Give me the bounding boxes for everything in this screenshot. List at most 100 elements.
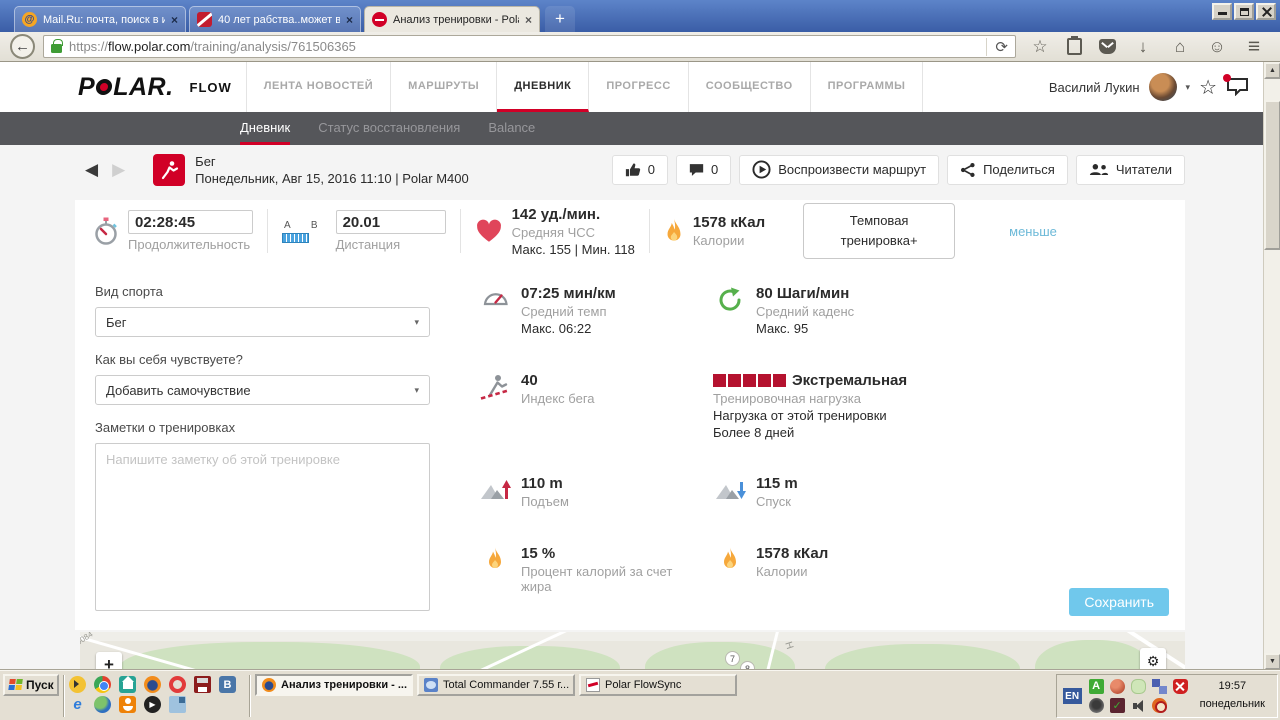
minimize-button[interactable] (1212, 3, 1232, 20)
tab-close-icon[interactable]: × (345, 12, 353, 27)
stopwatch-icon (95, 217, 117, 245)
vertical-scrollbar[interactable]: ▲ ▼ (1263, 62, 1280, 670)
reload-icon[interactable]: ⟳ (986, 37, 1008, 56)
route-map[interactable]: 110084 Н 7 8 + ⚙ (80, 632, 1185, 670)
writer-app-icon[interactable] (169, 696, 186, 713)
tray-antivirus-icon[interactable] (1151, 697, 1168, 713)
feedback-smiley-icon[interactable]: ☺ (1208, 36, 1226, 56)
readers-button[interactable]: Читатели (1075, 154, 1185, 185)
site-header: P LAR. FLOW ЛЕНТА НОВОСТЕЙ МАРШРУТЫ ДНЕВН… (0, 62, 1263, 112)
comments-button[interactable]: 0 (676, 154, 732, 185)
scroll-down-button[interactable]: ▼ (1264, 653, 1280, 670)
nav-routes[interactable]: МАРШРУТЫ (391, 62, 498, 112)
training-sport-title: Бег (195, 153, 216, 169)
home-icon[interactable]: ⌂ (1174, 36, 1186, 56)
scrollbar-thumb[interactable] (1264, 100, 1280, 250)
task-total-commander[interactable]: Total Commander 7.55 г... (417, 674, 575, 696)
share-button[interactable]: Поделиться (947, 154, 1068, 185)
close-button[interactable] (1256, 3, 1276, 20)
training-card: Продолжительность A B Дистанция (75, 200, 1185, 630)
task-polar-flowsync[interactable]: Polar FlowSync (579, 674, 737, 696)
start-button[interactable]: Пуск (3, 674, 59, 696)
tray-webcam-icon[interactable] (1088, 697, 1104, 713)
language-indicator[interactable]: EN (1062, 688, 1082, 704)
home-app-icon[interactable] (119, 676, 136, 693)
menu-icon[interactable]: ≡ (1247, 34, 1261, 58)
user-name[interactable]: Василий Лукин (1048, 79, 1140, 95)
odnoklassniki-icon[interactable] (119, 696, 136, 713)
tab-close-icon[interactable]: × (170, 12, 178, 27)
task-buttons: Анализ тренировки - ... Total Commander … (255, 674, 737, 720)
tray-volume-icon[interactable] (1131, 698, 1146, 713)
reading-list-icon[interactable] (1067, 36, 1082, 55)
lock-icon (51, 39, 63, 53)
restore-button[interactable] (1234, 3, 1254, 20)
globe-app-icon[interactable] (94, 696, 111, 713)
task-browser[interactable]: Анализ тренировки - ... (255, 674, 413, 696)
opera-icon[interactable] (169, 676, 186, 693)
tray-blob-icon[interactable] (1130, 678, 1146, 694)
feeling-select[interactable]: Добавить самочувствие ▾ (95, 375, 430, 405)
sport-select[interactable]: Бег ▾ (95, 307, 430, 337)
pocket-icon[interactable] (1099, 39, 1116, 54)
tab-video[interactable]: 40 лет рабства..может всё ... × (189, 6, 361, 32)
stat-training-load: Экстремальная Тренировочная нагрузка Наг… (713, 372, 1043, 440)
avatar[interactable] (1148, 73, 1177, 101)
tray-ball-icon[interactable] (1109, 678, 1125, 694)
distance-input[interactable] (335, 210, 446, 234)
nav-programs[interactable]: ПРОГРАММЫ (811, 62, 924, 112)
save-button[interactable]: Сохранить (1069, 588, 1169, 616)
media-player-icon[interactable]: ▶ (144, 696, 161, 713)
less-link[interactable]: меньше (1009, 223, 1057, 239)
chrome-icon[interactable] (94, 676, 111, 693)
tab-mailru[interactable]: @ Mail.Ru: почта, поиск в инт... × (14, 6, 186, 32)
url-bar[interactable]: https://flow.polar.com/training/analysis… (43, 35, 1016, 58)
tray-network-icon[interactable] (1151, 678, 1167, 694)
tray-sync-check-icon[interactable]: ✓ (1109, 697, 1125, 713)
bookmark-star-icon[interactable]: ☆ (1032, 36, 1048, 56)
subnav-recovery[interactable]: Статус восстановления (318, 120, 461, 135)
tab-close-icon[interactable]: × (524, 12, 532, 27)
replay-route-button[interactable]: Воспроизвести маршрут (739, 154, 940, 185)
browser-toolbar: ← https://flow.polar.com/training/analys… (0, 32, 1280, 62)
notes-textarea[interactable] (95, 443, 430, 611)
like-button[interactable]: 0 (611, 154, 669, 185)
clock[interactable]: 19:57 понедельник (1196, 678, 1269, 713)
nav-community[interactable]: СООБЩЕСТВО (689, 62, 811, 112)
polar-logo[interactable]: P LAR. (78, 72, 174, 101)
map-settings-button[interactable]: ⚙ (1140, 648, 1166, 670)
prev-session-button[interactable]: ◀ (85, 159, 99, 179)
play-circle-icon (752, 160, 771, 179)
save-app-icon[interactable] (194, 676, 211, 693)
duration-input[interactable] (128, 210, 253, 234)
tab-polar-active[interactable]: Анализ тренировки - Polar F... × (364, 6, 540, 32)
tab-title: 40 лет рабства..может всё ... (218, 13, 340, 26)
notifications-button[interactable] (1223, 74, 1249, 97)
windows-logo-icon (8, 679, 23, 691)
firefox-icon[interactable] (144, 676, 161, 693)
next-session-button[interactable]: ▶ (112, 159, 126, 179)
heart-icon (476, 219, 501, 242)
new-tab-button[interactable]: + (545, 6, 575, 32)
training-benefit-button[interactable]: Темповая тренировка+ (803, 202, 956, 260)
internet-explorer-icon[interactable]: e (73, 696, 82, 713)
browser-titlebar: @ Mail.Ru: почта, поиск в инт... × 40 ле… (0, 0, 1280, 32)
comment-icon (689, 163, 704, 176)
scroll-up-button[interactable]: ▲ (1264, 62, 1280, 79)
window-controls (1212, 3, 1276, 20)
nav-news[interactable]: ЛЕНТА НОВОСТЕЙ (245, 62, 392, 112)
subnav-diary[interactable]: Дневник (240, 112, 291, 145)
subnav-balance[interactable]: Balance (488, 120, 536, 135)
downloads-icon[interactable]: ↓ (1138, 36, 1148, 56)
nav-progress[interactable]: ПРОГРЕСС (589, 62, 689, 112)
map-zoom-in-button[interactable]: + (96, 652, 122, 670)
quicklaunch-app-icon[interactable] (69, 676, 86, 693)
vk-icon[interactable]: В (219, 676, 236, 693)
user-caret-icon[interactable]: ▾ (1185, 81, 1191, 92)
tray-player-icon[interactable]: A (1088, 678, 1104, 694)
back-button[interactable]: ← (10, 34, 35, 59)
favorites-star-icon[interactable]: ☆ (1199, 76, 1217, 99)
tray-security-alert-icon[interactable] (1172, 678, 1188, 694)
heart-rate-block: 142 уд./мин. Средняя ЧСС Макс. 155 | Мин… (475, 206, 635, 257)
nav-diary[interactable]: ДНЕВНИК (497, 62, 590, 112)
